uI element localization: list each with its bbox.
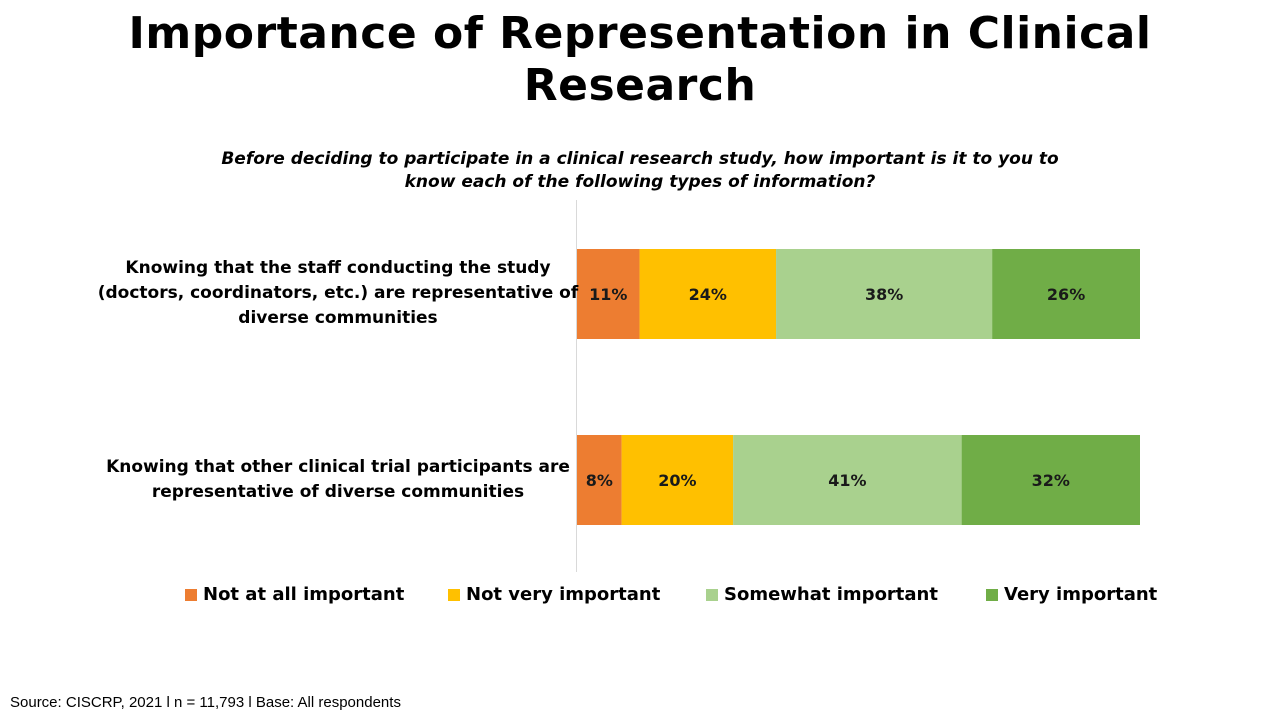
data-label-not-very-2: 20% — [658, 471, 696, 490]
chart-subtitle: Before deciding to participate in a clin… — [221, 149, 1059, 192]
bar-segment-very-2 — [961, 435, 1140, 525]
category-label-participants: Knowing that other clinical trial partic… — [106, 457, 570, 502]
source-note: Source: CISCRP, 2021 l n = 11,793 l Base… — [10, 694, 401, 711]
bar-segment-not-at-all-1 — [577, 249, 640, 339]
legend-item-very: Very important — [986, 583, 1157, 607]
legend-swatch — [706, 589, 718, 601]
bar-segment-somewhat-2 — [733, 435, 962, 525]
data-label-very-1: 26% — [1047, 285, 1085, 304]
legend-label: Not at all important — [203, 584, 405, 605]
data-label-not-at-all-1: 11% — [589, 285, 627, 304]
legend-label: Not very important — [466, 584, 661, 605]
legend-item-not-at-all: Not at all important — [185, 583, 404, 607]
chart-title: Importance of Representation in Clinical… — [128, 8, 1152, 111]
data-label-somewhat-1: 38% — [865, 285, 903, 304]
bar-segment-not-very-1 — [639, 249, 777, 339]
chart-legend: Not at all important Not very important … — [0, 583, 1280, 609]
legend-swatch — [986, 589, 998, 601]
legend-label: Somewhat important — [724, 584, 938, 605]
data-label-very-2: 32% — [1032, 471, 1070, 490]
data-label-somewhat-2: 41% — [828, 471, 866, 490]
bar-segment-not-at-all-2 — [577, 435, 622, 525]
legend-label: Very important — [1004, 584, 1158, 605]
data-label-not-very-1: 24% — [689, 285, 727, 304]
legend-item-somewhat: Somewhat important — [706, 583, 938, 607]
legend-item-not-very: Not very important — [448, 583, 660, 607]
bar-segment-somewhat-1 — [776, 249, 993, 339]
bar-segment-very-1 — [992, 249, 1140, 339]
category-label-staff: Knowing that the staff conducting the st… — [97, 258, 579, 328]
bar-segment-not-very-2 — [621, 435, 734, 525]
legend-swatch — [185, 589, 197, 601]
data-label-not-at-all-2: 8% — [586, 471, 613, 490]
legend-swatch — [448, 589, 460, 601]
